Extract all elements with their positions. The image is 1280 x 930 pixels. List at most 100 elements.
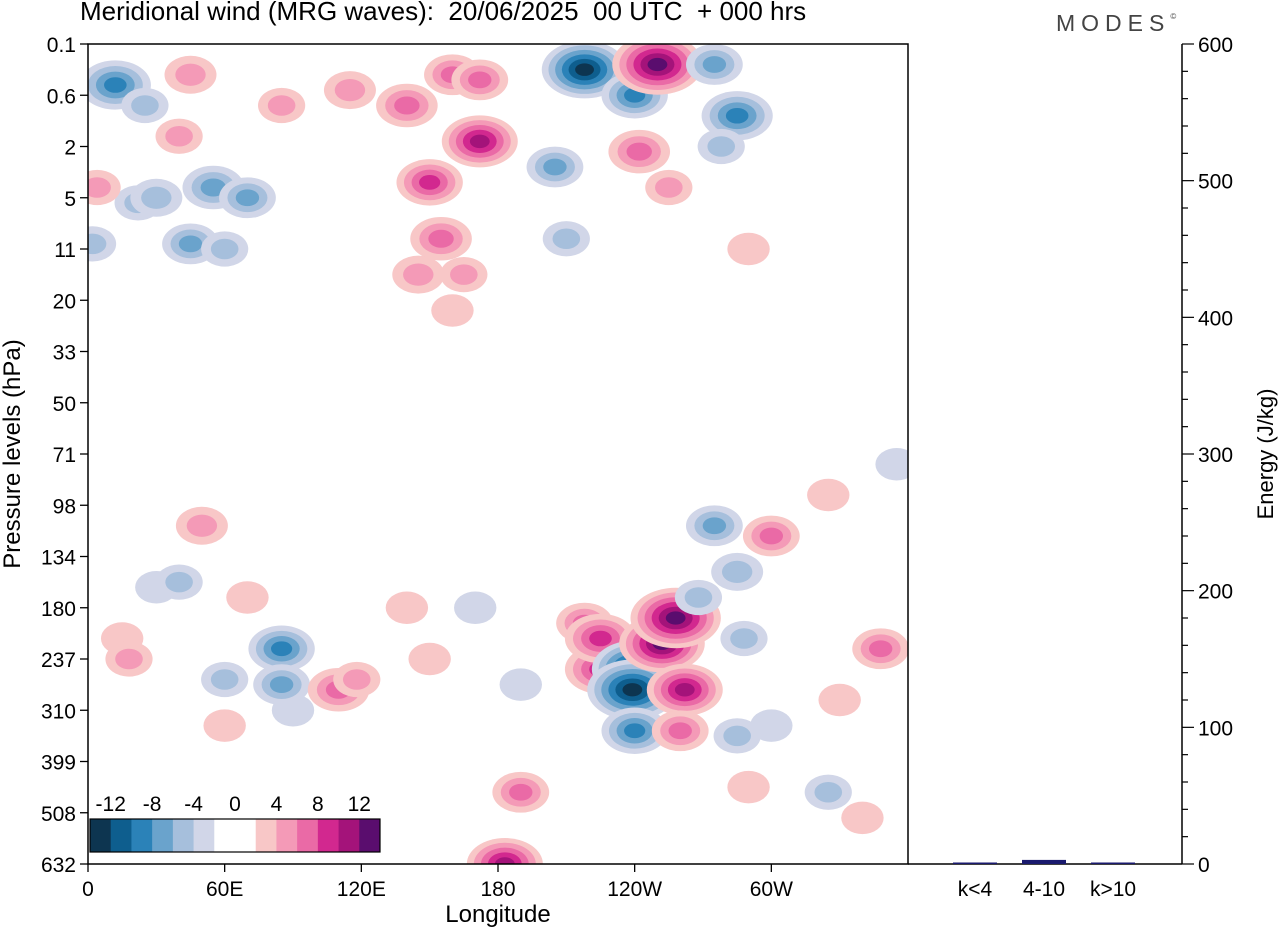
colorbar-swatch — [317, 819, 339, 852]
contour-band — [115, 648, 143, 670]
y-tick-label: 20 — [53, 290, 76, 313]
heatmap-blob — [121, 87, 169, 124]
heatmap-blob — [750, 709, 793, 742]
contour-band — [203, 709, 246, 742]
x-tick-label: 120W — [607, 878, 662, 901]
heatmap-blob — [201, 231, 249, 267]
contour-band — [727, 770, 770, 804]
contour-band — [499, 668, 542, 701]
contour-band — [552, 228, 581, 250]
colorbar: -12 -8 -4 0 4 8 12 — [89, 793, 381, 853]
contour-band — [807, 478, 850, 512]
heatmap-blob — [645, 169, 693, 206]
energy-tick-label: 100 — [1198, 717, 1233, 740]
contour-band — [575, 63, 594, 76]
colorbar-swatch — [297, 819, 319, 852]
contour-band — [543, 158, 567, 176]
energy-category-label: k>10 — [1090, 878, 1136, 901]
x-tick-label: 0 — [82, 878, 94, 901]
contour-band — [702, 517, 727, 535]
contour-band — [419, 174, 441, 190]
contour-band — [104, 77, 127, 93]
energy-tick-label: 0 — [1198, 854, 1210, 877]
heatmap-blob — [392, 255, 445, 294]
y-tick-label: 11 — [54, 239, 76, 262]
heatmap-blob — [130, 178, 183, 217]
contour-band — [165, 125, 193, 147]
contour-band — [702, 56, 727, 73]
contour-band — [674, 683, 695, 697]
x-tick-label: 60E — [206, 878, 243, 901]
contour-band — [622, 683, 643, 697]
contour-band — [210, 669, 239, 690]
contour-band — [494, 857, 515, 864]
colorbar-label: 4 — [271, 793, 283, 816]
heatmap-blob — [376, 83, 438, 128]
contour-band — [271, 641, 293, 657]
contour-band — [723, 725, 751, 747]
heatmap-blob — [253, 664, 311, 706]
contour-band — [431, 294, 474, 327]
x-tick-label: 60W — [750, 878, 793, 901]
colorbar-label: 0 — [229, 793, 241, 816]
colorbar-swatch — [110, 819, 132, 852]
y-tick-label: 508 — [41, 803, 76, 826]
contour-band — [727, 232, 770, 266]
heatmap-blob — [105, 641, 153, 677]
energy-tick-label: 600 — [1198, 34, 1233, 57]
contour-band — [589, 630, 612, 647]
heatmap-blob — [175, 506, 228, 545]
y-tick-label: 0.1 — [47, 34, 76, 57]
heatmap-blob — [601, 707, 668, 754]
y-tick-label: 98 — [53, 495, 76, 518]
contour-band — [647, 57, 668, 72]
heatmap-blob — [492, 771, 550, 813]
heatmap-blob — [526, 146, 584, 188]
colorbar-label: 8 — [312, 793, 324, 816]
heatmap-blob — [201, 661, 249, 698]
heatmap-blob — [804, 774, 852, 810]
y-tick-label: 237 — [41, 649, 76, 672]
y-tick-label: 134 — [41, 547, 76, 570]
heatmap-blob — [410, 216, 472, 261]
colorbar-swatch — [131, 819, 153, 852]
contour-band — [665, 611, 686, 625]
heatmap-blob — [612, 44, 703, 95]
contour-band — [868, 640, 893, 658]
contour-band — [721, 560, 753, 583]
contour-band — [814, 781, 843, 803]
colorbar-label: -4 — [184, 793, 203, 816]
contour-band — [750, 709, 793, 742]
heatmap-blob — [818, 683, 861, 717]
contour-band — [468, 71, 492, 89]
contour-band — [165, 571, 193, 593]
heatmap-blob — [162, 223, 219, 265]
heatmap-blob — [88, 169, 121, 206]
energy-bar — [1022, 859, 1066, 864]
heatmap-blob — [608, 129, 671, 174]
contour-band — [186, 514, 218, 537]
colorbar-label: -8 — [143, 793, 162, 816]
heatmap-blob — [385, 591, 429, 624]
heatmap-blob — [466, 838, 543, 864]
contour-band — [210, 238, 239, 260]
heatmap-blob — [226, 581, 269, 614]
colorbar-swatch — [152, 819, 174, 852]
heatmap-blob — [674, 579, 723, 616]
contour-band — [841, 801, 884, 835]
colorbar-swatch — [255, 819, 277, 852]
energy-axis-label: Energy (J/kg) — [1253, 389, 1278, 520]
heatmap-blob — [408, 642, 451, 676]
heatmap-blob — [685, 44, 743, 85]
heatmap-blob — [248, 625, 315, 672]
colorbar-swatch — [276, 819, 298, 852]
x-tick-label: 180 — [480, 878, 515, 901]
x-axis-label: Longitude — [445, 901, 550, 928]
contour-band — [342, 669, 371, 690]
colorbar-label: 12 — [348, 793, 371, 816]
contour-band — [200, 178, 226, 197]
heatmap-blob — [701, 91, 773, 141]
heatmap-blob — [720, 620, 768, 657]
contour-band — [226, 581, 269, 614]
y-tick-label: 2 — [64, 137, 76, 160]
